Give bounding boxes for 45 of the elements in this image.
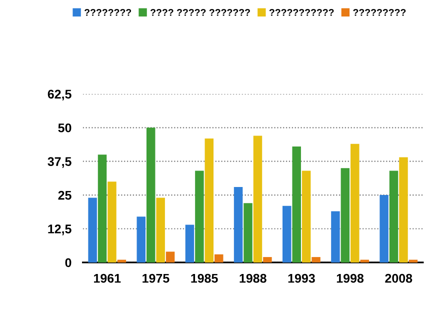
y-tick-label: 12,5 — [48, 224, 72, 236]
bar — [136, 216, 146, 262]
bar — [185, 224, 194, 262]
y-tick-label: 25 — [58, 190, 72, 200]
bar — [408, 260, 418, 262]
bar — [292, 146, 301, 262]
bar — [360, 260, 369, 262]
bar — [146, 128, 156, 262]
bar — [88, 198, 97, 262]
bar — [253, 136, 262, 262]
x-tick-label: 1985 — [191, 274, 218, 283]
x-tick-label: 2008 — [385, 274, 412, 283]
y-tick-label: 37,5 — [48, 157, 72, 168]
y-tick-label: 50 — [58, 123, 72, 132]
bar — [234, 186, 243, 262]
x-tick-label: 1975 — [142, 274, 170, 283]
bar — [244, 203, 252, 262]
legend-label: ???? ????? ??????? — [150, 9, 250, 16]
x-tick-label: 1998 — [336, 274, 364, 283]
bar — [166, 252, 175, 262]
bar — [312, 257, 320, 262]
x-tick-label: 1993 — [288, 274, 315, 283]
legend-label: ????????? — [353, 9, 406, 16]
bar — [117, 260, 126, 262]
y-tick-label: 0 — [65, 258, 72, 268]
bar — [380, 195, 388, 262]
x-tick-label: 1988 — [240, 274, 266, 283]
bar — [340, 168, 350, 262]
y-tick-label: 62,5 — [48, 90, 72, 100]
legend-label: ??????????? — [269, 9, 334, 16]
bar — [98, 154, 107, 262]
bar — [282, 206, 292, 262]
bar — [195, 170, 204, 262]
bar — [156, 198, 165, 262]
bar — [108, 182, 116, 262]
legend-label: ???????? — [84, 9, 132, 16]
bar — [204, 138, 214, 262]
bar — [399, 157, 408, 262]
bar — [350, 144, 360, 262]
bar — [389, 170, 398, 262]
bar — [302, 170, 311, 262]
bar — [331, 211, 340, 262]
bar — [263, 257, 272, 262]
bar — [214, 254, 224, 262]
x-tick-label: 1961 — [94, 274, 121, 283]
